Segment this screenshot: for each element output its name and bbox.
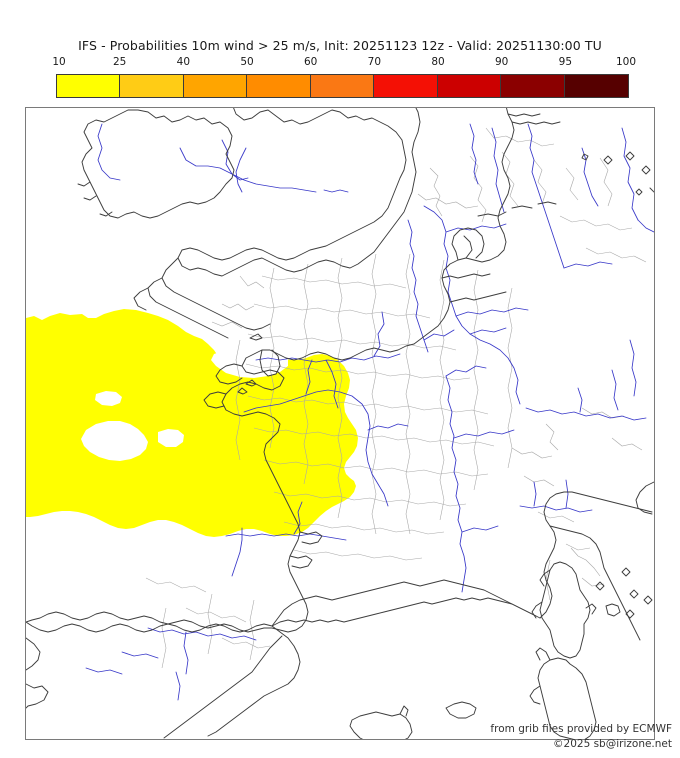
- colorbar-segment-70-80: [374, 75, 438, 97]
- colorbar-tick-80: 80: [431, 56, 445, 68]
- colorbar-swatches: [56, 74, 629, 98]
- colorbar-tick-labels: 10 25 40 50 60 70 80 90 95 100: [52, 56, 636, 72]
- colorbar-segment-60-70: [310, 75, 375, 97]
- colorbar-tick-95: 95: [558, 56, 573, 68]
- colorbar-tick-40: 40: [176, 56, 191, 68]
- colorbar-segment-90-95: [501, 75, 565, 97]
- colorbar-legend: 10 25 40 50 60 70 80 90 95 100: [52, 56, 636, 100]
- page-title: IFS - Probabilities 10m wind > 25 m/s, I…: [78, 38, 602, 53]
- colorbar-segment-25-40: [120, 75, 184, 97]
- coast-iberia-north: [26, 621, 273, 633]
- coast-ireland: [81, 109, 235, 219]
- map-frame[interactable]: [25, 107, 655, 740]
- coastline-layer: [26, 108, 654, 739]
- rivers-layer: [85, 123, 654, 701]
- colorbar-tick-60: 60: [303, 56, 318, 68]
- colorbar-tick-100: 100: [615, 56, 637, 68]
- colorbar-tick-10: 10: [52, 56, 66, 68]
- colorbar-segment-40-50: [183, 75, 248, 97]
- probability-shading-layer: [26, 309, 358, 537]
- colorbar-segment-80-90: [437, 75, 502, 97]
- map-canvas: [26, 108, 654, 739]
- colorbar-tick-70: 70: [367, 56, 382, 68]
- colorbar-tick-50: 50: [240, 56, 254, 68]
- coast-corsica: [539, 561, 591, 659]
- colorbar-segment-50-60: [247, 75, 311, 97]
- probability-region-holes: [81, 342, 321, 461]
- colorbar-tick-90: 90: [494, 56, 509, 68]
- colorbar-segment-10-25: [57, 75, 121, 97]
- coast-great-britain: [177, 108, 421, 277]
- colorbar-tick-25: 25: [112, 56, 127, 68]
- coast-sardinia: [537, 657, 597, 739]
- colorbar-segment-95-100: [564, 75, 628, 97]
- admin-borders-layer: [145, 127, 647, 669]
